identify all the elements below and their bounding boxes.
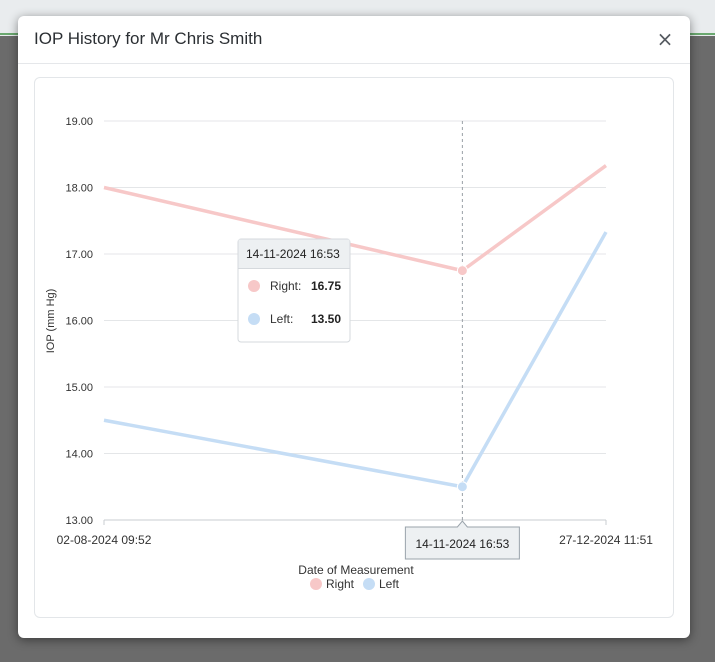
y-tick-label: 19.00	[65, 116, 93, 128]
chart-grid	[104, 120, 606, 521]
iop-history-modal: IOP History for Mr Chris Smith × 13.00 14…	[18, 16, 690, 638]
iop-chart[interactable]: 13.00 14.00 15.00 16.00 17.00 18.00 19.00 IOP …	[35, 78, 673, 617]
tooltip-row-label: Right:	[270, 279, 301, 293]
x-axis: 02-08-2024 09:52 27-12-2024 11:51	[57, 520, 653, 547]
close-button[interactable]: ×	[652, 26, 678, 52]
series-line-right	[103, 164, 608, 273]
y-axis-label: IOP (mm Hg)	[45, 289, 57, 354]
data-point-right[interactable]	[456, 265, 468, 277]
modal-header: IOP History for Mr Chris Smith ×	[18, 16, 690, 64]
x-tick-label: 27-12-2024 11:51	[559, 533, 653, 547]
x-axis-label: Date of Measurement	[298, 563, 414, 577]
chart-legend: Right Left	[310, 577, 400, 591]
chart-series	[103, 164, 608, 489]
modal-title: IOP History for Mr Chris Smith	[34, 29, 263, 48]
y-tick-label: 13.00	[65, 515, 93, 527]
chart-tooltip: 14-11-2024 16:53 Right: 16.75 Left: 13.50	[237, 238, 351, 343]
crosshair-label: 14-11-2024 16:53	[404, 520, 520, 560]
close-icon: ×	[656, 27, 674, 51]
y-tick-label: 18.00	[65, 183, 93, 195]
tooltip-swatch	[248, 313, 260, 325]
y-tick-label: 16.00	[65, 316, 93, 328]
y-tick-label: 14.00	[65, 449, 93, 461]
data-point-left[interactable]	[456, 481, 468, 493]
y-axis-ticks: 13.00 14.00 15.00 16.00 17.00 18.00 19.00	[65, 116, 93, 527]
legend-swatch-left	[363, 578, 375, 590]
series-line-left	[103, 231, 608, 489]
chart-card: 13.00 14.00 15.00 16.00 17.00 18.00 19.00 IOP …	[34, 77, 674, 618]
legend-swatch-right	[310, 578, 322, 590]
y-tick-label: 17.00	[65, 249, 93, 261]
tooltip-swatch	[248, 280, 260, 292]
x-tick-label: 02-08-2024 09:52	[57, 533, 152, 547]
tooltip-row-value: 13.50	[311, 312, 341, 326]
y-tick-label: 15.00	[65, 382, 93, 394]
legend-label-right[interactable]: Right	[326, 577, 355, 591]
tooltip-row-label: Left:	[270, 312, 293, 326]
tooltip-title: 14-11-2024 16:53	[246, 247, 340, 261]
tooltip-row-value: 16.75	[311, 279, 341, 293]
chart-points	[456, 265, 468, 493]
crosshair-label-text: 14-11-2024 16:53	[415, 537, 509, 551]
legend-label-left[interactable]: Left	[379, 577, 400, 591]
